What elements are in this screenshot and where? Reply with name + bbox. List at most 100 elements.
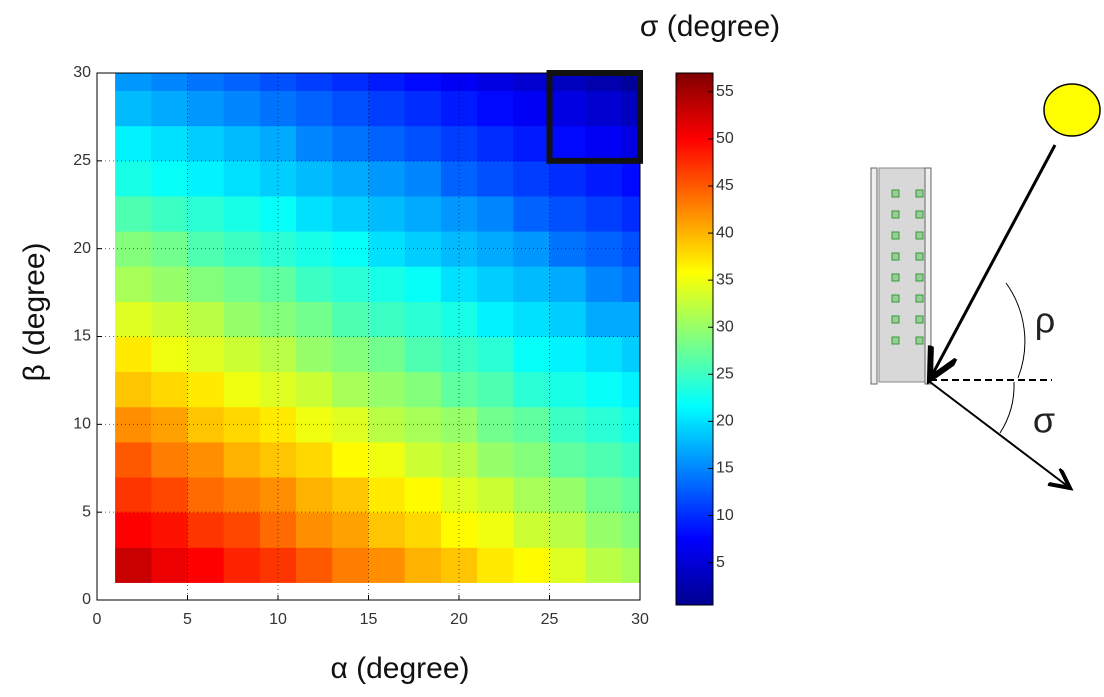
heat-cell: [151, 160, 188, 197]
heat-cell: [404, 195, 442, 232]
heat-cell: [368, 125, 406, 162]
heat-cell: [440, 406, 478, 443]
heat-cell: [151, 301, 188, 337]
heat-cell: [259, 160, 297, 197]
rho-arc: [1005, 282, 1026, 379]
y-axis-label: β (degree): [18, 243, 51, 382]
heat-cell: [621, 266, 641, 302]
heat-cell: [440, 336, 478, 373]
heat-cell: [187, 73, 225, 92]
colorbar-tick-label: 40: [716, 224, 734, 241]
heat-cell: [513, 231, 550, 267]
heat-cell: [513, 125, 550, 162]
heat-cell: [368, 231, 406, 267]
heat-cell: [368, 73, 406, 92]
heat-cell: [296, 547, 333, 583]
heat-cell: [477, 90, 514, 127]
heat-cell: [187, 301, 225, 337]
window: [915, 210, 924, 219]
heat-cell: [585, 547, 623, 583]
window: [915, 336, 924, 345]
heat-cell: [549, 160, 587, 197]
window: [891, 231, 900, 240]
heat-cell: [368, 301, 406, 337]
heat-cell: [296, 266, 333, 302]
heat-cell: [115, 266, 152, 302]
heat-cell: [332, 477, 369, 513]
heat-cell: [621, 441, 641, 478]
colorbar-tick-label: 15: [716, 460, 734, 477]
heat-cell: [585, 477, 623, 513]
heat-cell: [477, 160, 514, 197]
heat-cell: [296, 477, 333, 513]
heat-cell: [440, 441, 478, 478]
heat-cell: [477, 336, 514, 373]
colorbar: [675, 72, 714, 606]
colorbar-tick-label: 35: [716, 271, 734, 288]
heat-cell: [585, 160, 623, 197]
heat-cell: [151, 73, 188, 92]
heat-cell: [368, 477, 406, 513]
heat-cell: [332, 301, 369, 337]
heat-cell: [115, 371, 152, 408]
heat-cell: [151, 441, 188, 478]
heat-cell: [440, 477, 478, 513]
heat-cell: [585, 231, 623, 267]
heat-cell: [187, 512, 225, 548]
window: [915, 252, 924, 261]
heat-cell: [477, 125, 514, 162]
heat-cell: [332, 406, 369, 443]
heat-cell: [259, 90, 297, 127]
heat-cell: [585, 512, 623, 548]
heat-cell: [223, 512, 261, 548]
heat-cell: [513, 160, 550, 197]
building-edge: [924, 167, 932, 385]
heat-cell: [477, 73, 514, 92]
heat-cell: [549, 547, 587, 583]
heat-cell: [223, 125, 261, 162]
heat-cell: [151, 195, 188, 232]
heat-cell: [368, 266, 406, 302]
heat-cell: [621, 547, 641, 583]
heat-cell: [477, 371, 514, 408]
heat-cell: [223, 266, 261, 302]
heat-cell: [585, 336, 623, 373]
heat-cell: [151, 512, 188, 548]
heat-cell: [549, 266, 587, 302]
heat-cell: [368, 441, 406, 478]
heat-cell: [223, 160, 261, 197]
heat-cell: [296, 160, 333, 197]
heat-cell: [332, 547, 369, 583]
heat-cell: [549, 336, 587, 373]
y-tick-label: 20: [73, 240, 91, 257]
heat-cell: [513, 547, 550, 583]
heat-cell: [296, 231, 333, 267]
colorbar-tick-label: 55: [716, 83, 734, 100]
heat-cell: [404, 477, 442, 513]
heat-cell: [621, 477, 641, 513]
heat-cell: [513, 477, 550, 513]
heat-cell: [585, 90, 623, 127]
heat-cell: [259, 301, 297, 337]
heat-cell: [477, 406, 514, 443]
heat-cell: [549, 371, 587, 408]
heat-cell: [332, 371, 369, 408]
heat-cell: [549, 512, 587, 548]
y-tick-label: 0: [82, 591, 91, 608]
heat-cell: [477, 266, 514, 302]
heat-cell: [621, 371, 641, 408]
colorbar-tick-label: 10: [716, 507, 734, 524]
window: [915, 189, 924, 198]
sigma-label: σ: [1033, 400, 1055, 441]
heat-cell: [332, 266, 369, 302]
heat-cell: [404, 73, 442, 92]
heat-cell: [513, 266, 550, 302]
heat-cell: [513, 90, 550, 127]
heat-cell: [332, 441, 369, 478]
y-tick-label: 10: [73, 416, 91, 433]
heat-cell: [585, 406, 623, 443]
heat-cell: [404, 301, 442, 337]
heat-cell: [513, 73, 550, 92]
heat-cell: [368, 195, 406, 232]
